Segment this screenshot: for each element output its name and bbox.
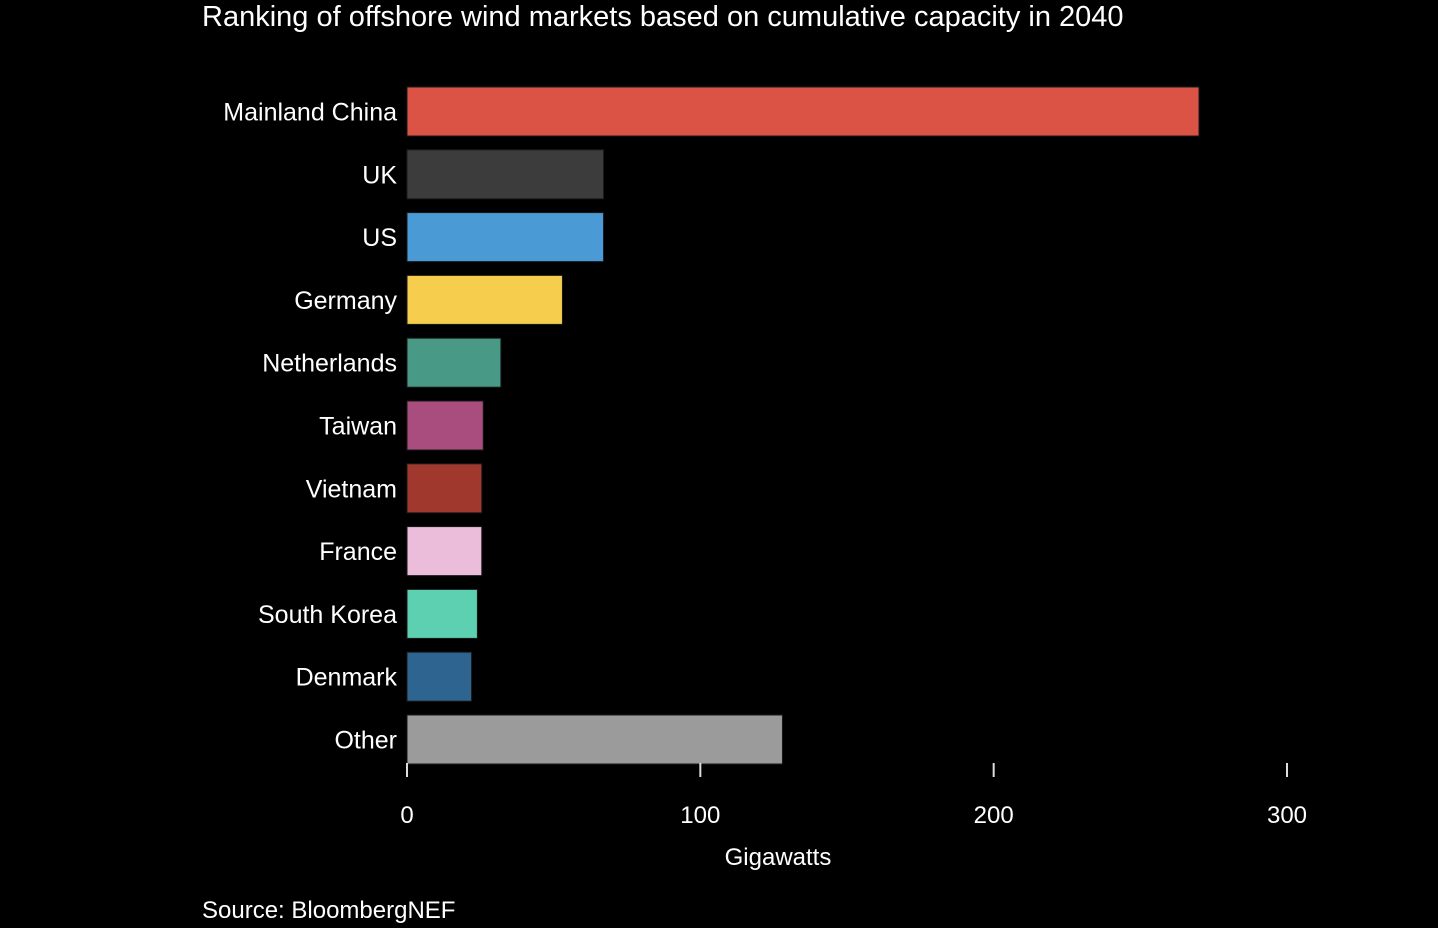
x-tick-label-100: 100 <box>680 802 720 829</box>
category-label-mainland-china: Mainland China <box>223 99 397 127</box>
bar-taiwan <box>406 400 484 451</box>
bar-other <box>406 714 783 765</box>
bar-netherlands <box>406 337 502 388</box>
category-label-vietnam: Vietnam <box>306 475 397 503</box>
x-axis: 0 100 200 300 <box>400 763 1307 829</box>
x-tick-label-200: 200 <box>974 802 1014 829</box>
bar-mainland-china <box>406 86 1200 137</box>
x-tick-label-300: 300 <box>1267 802 1307 829</box>
category-label-other: Other <box>334 727 397 755</box>
bar-denmark <box>406 651 473 702</box>
bar-south-korea <box>406 588 478 639</box>
category-label-us: US <box>362 224 397 252</box>
x-tick-label-0: 0 <box>400 802 413 829</box>
x-axis-title: Gigawatts <box>725 844 832 871</box>
category-label-denmark: Denmark <box>296 664 398 692</box>
bar-uk <box>406 149 605 200</box>
category-label-taiwan: Taiwan <box>319 413 397 441</box>
bar-us <box>406 212 605 263</box>
bar-germany <box>406 274 563 325</box>
source-note: Source: BloombergNEF <box>202 897 456 924</box>
chart-title: Ranking of offshore wind markets based o… <box>202 1 1124 33</box>
bars-layer <box>406 86 1200 765</box>
category-labels: Mainland China UK US Germany Netherlands Taiw… <box>223 99 397 755</box>
category-label-netherlands: Netherlands <box>262 350 397 378</box>
category-label-south-korea: South Korea <box>258 601 397 629</box>
bar-vietnam <box>406 463 483 514</box>
category-label-france: France <box>319 538 397 566</box>
category-label-uk: UK <box>362 161 397 189</box>
category-label-germany: Germany <box>294 287 397 315</box>
bar-france <box>406 526 483 577</box>
